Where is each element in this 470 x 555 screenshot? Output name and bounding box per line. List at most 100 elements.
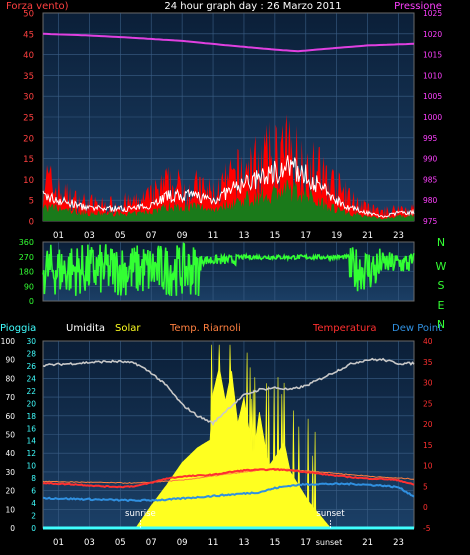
direction-tick-label: 180: [19, 268, 34, 277]
pressure-tick-label: 1020: [423, 30, 442, 39]
compass-label: N: [437, 318, 445, 331]
x-tick-label: 03: [84, 231, 95, 241]
x-tick-label: 21: [362, 231, 373, 241]
rain-tick-label: 22: [26, 387, 36, 396]
annotation-label: sunrise: [125, 509, 156, 519]
wind-direction-series: [42, 242, 415, 297]
rain-tick-label: 26: [26, 362, 36, 371]
wind-tick-label: 45: [23, 30, 34, 40]
annotation-label: sunset: [316, 509, 345, 519]
temperature-series: [42, 467, 415, 489]
wind-tick-label: 15: [23, 155, 34, 165]
legend-label: Temp. Riarnoli: [169, 323, 241, 334]
x-tick-label: 05: [115, 538, 126, 548]
temperature-tick-label: -5: [423, 524, 431, 533]
x-tick-label: 17: [300, 231, 311, 241]
wind-tick-label: 30: [23, 93, 34, 103]
humidity-series: [42, 357, 415, 427]
rain-tick-label: 28: [26, 349, 36, 358]
compass-label: N: [437, 236, 445, 249]
wind-tick-label: 0: [29, 218, 34, 228]
rain-tick-label: 20: [26, 399, 36, 408]
temperature-humidity-solar-chart: 0102030405060708090100024681012141618202…: [1, 337, 433, 548]
temperature-tick-label: 40: [423, 337, 433, 346]
legend-label: Pioggia: [0, 323, 36, 334]
temperature-tick-label: 5: [423, 482, 428, 491]
pressure-tick-label: 1025: [423, 9, 442, 18]
pressure-tick-label: 1005: [423, 92, 442, 101]
wind-tick-label: 35: [23, 72, 34, 82]
x-special-label: sunset: [316, 538, 343, 547]
wind-tick-label: 5: [29, 197, 34, 207]
x-tick-label: 05: [115, 231, 126, 241]
humidity-tick-label: 0: [10, 524, 15, 533]
pressure-tick-label: 995: [423, 134, 438, 143]
x-tick-label: 07: [146, 538, 157, 548]
wind-gust-series: [43, 114, 414, 221]
humidity-tick-label: 30: [5, 468, 15, 477]
humidity-tick-label: 20: [5, 487, 15, 496]
direction-tick-label: 90: [24, 282, 34, 291]
temp-room-series: [42, 467, 414, 484]
wind-average-series: [42, 155, 415, 218]
humidity-tick-label: 50: [5, 431, 15, 440]
temperature-tick-label: 15: [423, 441, 433, 450]
humidity-tick-label: 10: [5, 505, 15, 514]
x-tick-label: 13: [239, 231, 250, 241]
x-tick-label: 03: [84, 538, 95, 548]
humidity-tick-label: 90: [5, 356, 15, 365]
temperature-tick-label: 30: [423, 379, 433, 388]
pressure-series: [42, 32, 415, 53]
rain-tick-label: 30: [26, 337, 36, 346]
wind-tick-label: 40: [23, 51, 34, 61]
temperature-tick-label: 10: [423, 462, 433, 471]
x-tick-label: 01: [53, 231, 64, 241]
humidity-tick-label: 40: [5, 449, 15, 458]
pressure-tick-label: 985: [423, 175, 438, 184]
legend-label: Temperatura: [312, 323, 377, 334]
pressure-tick-label: 990: [423, 155, 438, 164]
x-tick-label: 15: [269, 231, 280, 241]
humidity-tick-label: 70: [5, 393, 15, 402]
x-tick-label: 23: [393, 538, 404, 548]
temperature-tick-label: 20: [423, 420, 433, 429]
humidity-tick-label: 100: [1, 337, 16, 346]
rain-tick-label: 2: [31, 512, 36, 521]
direction-tick-label: 360: [19, 238, 34, 247]
rain-tick-label: 18: [26, 412, 36, 421]
rain-tick-label: 6: [31, 487, 36, 496]
pressure-tick-label: 980: [423, 196, 438, 205]
pressure-tick-label: 1000: [423, 113, 442, 122]
rain-tick-label: 4: [31, 499, 36, 508]
wind-tick-label: 10: [23, 176, 34, 186]
pressure-tick-label: 1010: [423, 71, 442, 80]
compass-label: E: [438, 299, 445, 312]
x-tick-label: 09: [177, 231, 188, 241]
direction-tick-label: 270: [19, 253, 34, 262]
wind-tick-label: 50: [23, 10, 34, 20]
compass-label: W: [436, 260, 447, 273]
temperature-tick-label: 25: [423, 399, 433, 408]
humidity-tick-label: 60: [5, 412, 15, 421]
rain-tick-label: 12: [26, 449, 36, 458]
wind-speed-series: [43, 180, 414, 221]
rain-tick-label: 0: [31, 524, 36, 533]
x-tick-label: 15: [269, 538, 280, 548]
rain-tick-label: 14: [26, 437, 36, 446]
rain-tick-label: 8: [31, 474, 36, 483]
temperature-tick-label: 35: [423, 358, 433, 367]
legend-label: Solar: [115, 323, 141, 334]
direction-tick-label: 0: [29, 297, 34, 306]
wind-tick-label: 25: [23, 114, 34, 124]
wind-axis-label: Forza vento): [6, 1, 69, 12]
x-tick-label: 21: [362, 538, 373, 548]
dew-point-series: [42, 482, 415, 503]
legend-label: Dew Point: [392, 323, 442, 334]
compass-label: S: [438, 279, 445, 292]
temperature-tick-label: 0: [423, 503, 428, 512]
rain-tick-label: 24: [26, 374, 36, 383]
x-tick-label: 23: [393, 231, 404, 241]
